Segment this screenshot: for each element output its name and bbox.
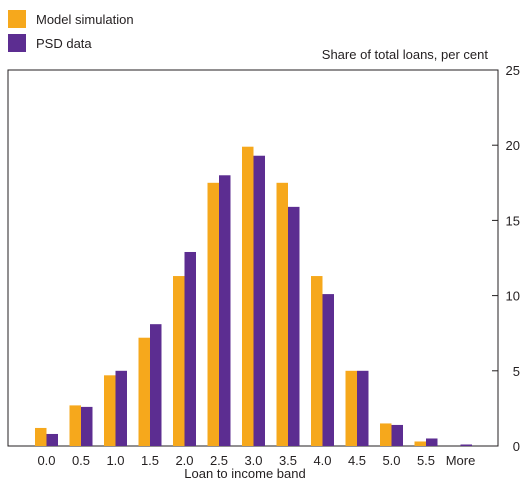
bar-psd-data <box>81 406 93 446</box>
bar-psd-data <box>391 424 403 446</box>
bar-model-simulation <box>276 182 288 447</box>
bar-model-simulation <box>345 370 357 446</box>
x-tick-label: 1.5 <box>141 453 159 468</box>
y-tick-label: 0 <box>513 439 520 454</box>
bar-psd-data <box>322 294 334 446</box>
y-tick-label: 25 <box>506 63 520 78</box>
bar-psd-data <box>219 175 231 446</box>
bar-psd-data <box>357 370 369 446</box>
bar-psd-data <box>426 438 438 446</box>
bar-model-simulation <box>69 405 81 446</box>
bar-model-simulation <box>242 146 254 447</box>
bar-model-simulation <box>173 276 185 446</box>
y-tick-label: 15 <box>506 213 520 228</box>
x-tick-label: 5.5 <box>417 453 435 468</box>
bar-model-simulation <box>104 375 116 446</box>
x-tick-label: 0.0 <box>37 453 55 468</box>
x-tick-label: 3.0 <box>244 453 262 468</box>
y-axis-label: Share of total loans, per cent <box>322 47 489 62</box>
bar-psd-data <box>253 155 265 446</box>
bar-psd-data <box>46 433 58 446</box>
y-tick-label: 20 <box>506 138 520 153</box>
legend-item-model-simulation: Model simulation <box>8 8 134 30</box>
x-axis-label: Loan to income band <box>184 466 305 481</box>
x-tick-label: 4.5 <box>348 453 366 468</box>
bar-model-simulation <box>138 337 150 446</box>
bar-psd-data <box>288 206 300 446</box>
y-tick-label: 10 <box>506 289 520 304</box>
chart-legend: Model simulation PSD data <box>8 8 134 56</box>
x-tick-label: More <box>446 453 476 468</box>
legend-swatch-model-simulation <box>8 10 26 28</box>
x-tick-label: 2.5 <box>210 453 228 468</box>
bar-psd-data <box>460 444 472 446</box>
bar-psd-data <box>150 324 162 446</box>
x-tick-label: 2.0 <box>175 453 193 468</box>
legend-item-psd-data: PSD data <box>8 32 134 54</box>
legend-swatch-psd-data <box>8 34 26 52</box>
y-tick-label: 5 <box>513 364 520 379</box>
bar-model-simulation <box>414 441 426 446</box>
bar-psd-data <box>115 370 127 446</box>
x-tick-label: 0.5 <box>72 453 90 468</box>
x-tick-label: 4.0 <box>313 453 331 468</box>
x-tick-label: 1.0 <box>106 453 124 468</box>
bar-psd-data <box>184 251 196 446</box>
x-tick-label: 3.5 <box>279 453 297 468</box>
legend-label-psd-data: PSD data <box>36 35 92 51</box>
bar-model-simulation <box>35 427 47 446</box>
legend-label-model-simulation: Model simulation <box>36 11 134 27</box>
bar-model-simulation <box>207 182 219 447</box>
bar-model-simulation <box>380 423 392 446</box>
x-tick-label: 5.0 <box>382 453 400 468</box>
bar-model-simulation <box>311 276 323 446</box>
